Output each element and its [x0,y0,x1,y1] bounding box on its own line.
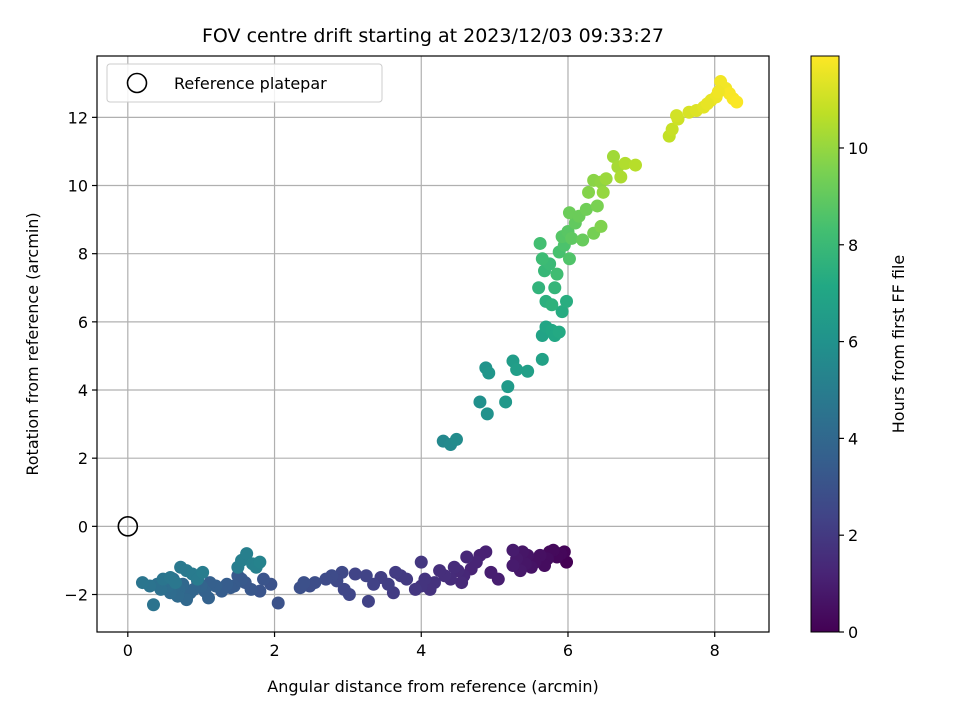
x-axis-ticks: 0 2 4 6 8 [123,632,720,660]
scatter-point [582,185,596,199]
scatter-point [449,432,463,446]
legend-marker-icon [126,72,148,94]
y-tick-label: 12 [68,108,88,127]
scatter-point [293,581,307,595]
scatter-point [482,366,496,380]
legend: Reference platepar [106,63,383,103]
scatter-point [146,598,160,612]
scatter-point [606,150,620,164]
scatter-point [257,572,271,586]
scatter-point [670,109,684,123]
colorbar: 0 2 4 6 8 10 Hours from first FF file [810,55,908,642]
scatter-point [555,305,569,319]
scatter-point [473,395,487,409]
y-tick-label: 6 [78,313,88,332]
scatter-point [408,582,422,596]
y-tick-label: 8 [78,245,88,264]
scatter-point [359,569,373,583]
plot-frame [96,55,770,633]
colorbar-ticks: 0 2 4 6 8 10 [839,139,868,642]
scatter-point [594,219,608,233]
scatter-point [533,236,547,250]
y-axis-ticks: −2 0 2 4 6 8 10 12 [64,108,97,605]
scatter-point [253,555,267,569]
legend-entry: Reference platepar [174,74,327,93]
legend-box [106,63,383,103]
scatter-point [532,281,546,295]
scatter-point [550,267,564,281]
scatter-point [700,97,714,111]
scatter-point [565,231,579,245]
scatter-point [135,576,149,590]
scatter-point [168,576,182,590]
scatter-point [576,233,590,247]
scatter-point [545,298,559,312]
y-tick-label: 10 [68,177,88,196]
scatter-point [579,202,593,216]
scatter-point [271,596,285,610]
scatter-point [535,352,549,366]
scatter-point [506,543,520,557]
scatter-point [614,170,628,184]
colorbar-label: Hours from first FF file [889,255,908,434]
scatter-point [196,565,210,579]
colorbar-tick-label: 6 [848,333,858,352]
scatter-point [414,555,428,569]
scatter-point [510,363,524,377]
colorbar-tick-label: 0 [848,623,858,642]
scatter-point [447,560,461,574]
scatter-point [348,567,362,581]
x-tick-label: 0 [123,641,133,660]
chart-title: FOV centre drift starting at 2023/12/03 … [202,25,664,47]
scatter-point [730,95,744,109]
scatter-point [460,550,474,564]
x-tick-label: 8 [710,641,720,660]
reference-point-marker [117,516,139,537]
x-axis-label: Angular distance from reference (arcmin) [267,677,598,696]
y-tick-label: 4 [78,381,88,400]
colorbar-tick-label: 4 [848,429,858,448]
scatter-point [499,395,513,409]
scatter-point [433,564,447,578]
y-axis-label: Rotation from reference (arcmin) [23,212,42,475]
scatter-point [599,172,613,186]
scatter-point [319,572,333,586]
scatter-point [665,122,679,136]
colorbar-tick-label: 2 [848,526,858,545]
scatter-point [560,294,574,308]
scatter-point [367,577,381,591]
y-tick-label: 0 [78,517,88,536]
scatter-point [562,252,576,266]
scatter-point [361,594,375,608]
colorbar-tick-label: 8 [848,236,858,255]
scatter-point [552,325,566,339]
colorbar-gradient [810,55,840,633]
scatter-point [711,85,725,99]
x-tick-label: 4 [416,641,426,660]
scatter-point [337,582,351,596]
scatter-point [240,547,254,561]
y-tick-label: 2 [78,449,88,468]
scatter-point [501,380,515,394]
scatter-point [455,576,469,590]
scatter-point [484,565,498,579]
scatter-point [535,252,549,266]
scatter-point [618,156,632,170]
x-tick-label: 6 [563,641,573,660]
scatter-points [135,75,744,612]
scatter-point [389,565,403,579]
colorbar-tick-label: 10 [848,139,868,158]
y-tick-label: −2 [64,586,88,605]
reference-point [117,516,139,537]
x-tick-label: 2 [269,641,279,660]
scatter-point [596,185,610,199]
scatter-point [480,407,494,421]
scatter-point [521,364,535,378]
scatter-point [548,281,562,295]
scatter-point [590,199,604,213]
scatter-point [506,559,520,573]
scatter-point [628,158,642,172]
